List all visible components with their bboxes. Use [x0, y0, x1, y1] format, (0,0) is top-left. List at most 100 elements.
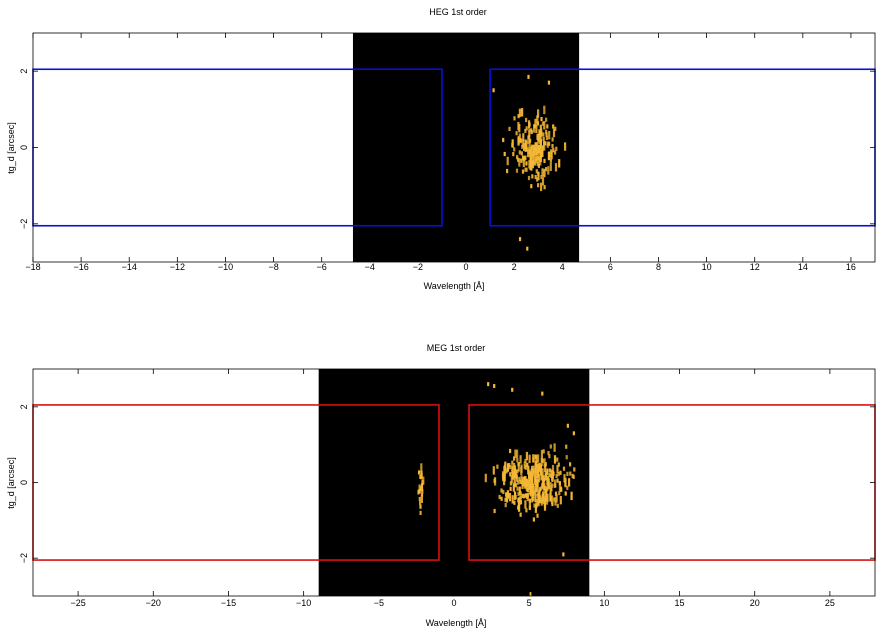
event-pixel: [527, 465, 530, 470]
event-pixel: [492, 466, 495, 475]
event-pixel: [506, 463, 510, 472]
x-tick-label: 14: [798, 262, 808, 272]
event-pixel: [545, 167, 548, 172]
event-pixel: [518, 124, 521, 133]
event-pixel: [533, 161, 537, 166]
event-pixel: [526, 487, 530, 493]
event-pixel: [542, 491, 545, 500]
event-pixel: [526, 462, 529, 467]
event-pixel: [532, 465, 535, 474]
event-pixel: [524, 500, 527, 509]
event-pixel: [542, 132, 545, 137]
x-tick-label: 20: [750, 598, 760, 608]
event-pixel: [536, 133, 539, 138]
event-pixel: [543, 185, 546, 190]
event-pixel: [545, 135, 549, 140]
event-pixel: [509, 486, 512, 491]
event-pixel: [539, 499, 542, 504]
event-pixel: [513, 474, 516, 483]
event-pixel: [539, 124, 542, 129]
event-pixel: [548, 468, 552, 473]
event-pixel: [487, 382, 490, 387]
event-pixel: [504, 461, 507, 470]
event-pixel: [516, 469, 519, 474]
event-pixel: [527, 74, 530, 79]
event-pixel: [533, 124, 536, 129]
event-pixel: [532, 517, 535, 522]
event-pixel: [549, 485, 552, 494]
event-pixel: [420, 463, 423, 472]
event-pixel: [545, 488, 548, 498]
event-pixel: [524, 465, 527, 470]
x-tick-label: −15: [221, 598, 236, 608]
y-tick-label: 0: [19, 145, 29, 150]
event-pixel: [535, 124, 538, 133]
event-pixel: [564, 478, 567, 488]
event-pixel: [536, 159, 539, 164]
event-pixel: [525, 161, 528, 166]
event-pixel: [549, 158, 552, 163]
event-pixel: [556, 503, 559, 508]
event-pixel: [546, 124, 549, 129]
event-pixel: [500, 496, 503, 501]
event-pixel: [521, 144, 524, 149]
x-tick-label: 2: [512, 262, 517, 272]
event-pixel: [518, 108, 521, 117]
event-pixel: [534, 504, 537, 513]
event-pixel: [548, 141, 551, 146]
event-pixel: [516, 155, 519, 160]
event-pixel: [572, 431, 575, 436]
event-pixel: [540, 182, 543, 192]
event-pixel: [528, 490, 531, 495]
event-pixel: [525, 126, 528, 131]
event-pixel: [550, 495, 554, 504]
event-pixel: [533, 469, 536, 474]
event-pixel: [540, 128, 543, 137]
event-pixel: [525, 117, 528, 123]
event-pixel: [534, 154, 537, 163]
event-pixel: [529, 152, 532, 161]
x-tick-label: −12: [170, 262, 185, 272]
event-pixel: [492, 88, 495, 93]
event-pixel: [418, 489, 421, 494]
event-pixel: [566, 485, 569, 490]
event-pixel: [536, 115, 539, 124]
event-pixel: [543, 142, 546, 151]
event-pixel: [537, 151, 540, 161]
event-pixel: [545, 132, 548, 137]
event-pixel: [552, 497, 555, 502]
event-pixel: [543, 105, 546, 115]
event-pixel: [551, 483, 554, 488]
event-pixel: [559, 470, 562, 475]
event-pixel: [517, 491, 520, 496]
event-pixel: [526, 492, 529, 502]
event-pixel: [543, 121, 546, 130]
event-pixel: [518, 486, 521, 495]
event-pixel: [511, 495, 514, 504]
event-pixel: [542, 475, 545, 480]
event-pixel: [543, 158, 546, 163]
event-pixel: [541, 484, 545, 489]
event-pixel: [523, 142, 526, 151]
event-pixel: [506, 168, 509, 174]
x-axis-label: Wavelength [Å]: [426, 618, 487, 628]
event-pixel: [532, 457, 535, 462]
event-pixel: [504, 497, 507, 502]
event-pixel: [528, 454, 531, 464]
event-pixel: [528, 160, 531, 169]
event-pixel: [543, 498, 547, 507]
event-pixel: [568, 478, 571, 487]
event-pixel: [535, 499, 538, 508]
event-pixel: [522, 158, 525, 168]
event-pixel: [493, 384, 496, 389]
event-pixel: [511, 460, 514, 465]
chart-title: HEG 1st order: [429, 7, 487, 17]
event-pixel: [558, 491, 561, 496]
event-pixel: [551, 464, 555, 474]
x-tick-label: −10: [218, 262, 233, 272]
event-pixel: [537, 109, 540, 118]
event-pixel: [493, 508, 496, 514]
event-pixel: [539, 136, 542, 141]
event-pixel: [502, 137, 505, 143]
event-pixel: [522, 482, 525, 487]
